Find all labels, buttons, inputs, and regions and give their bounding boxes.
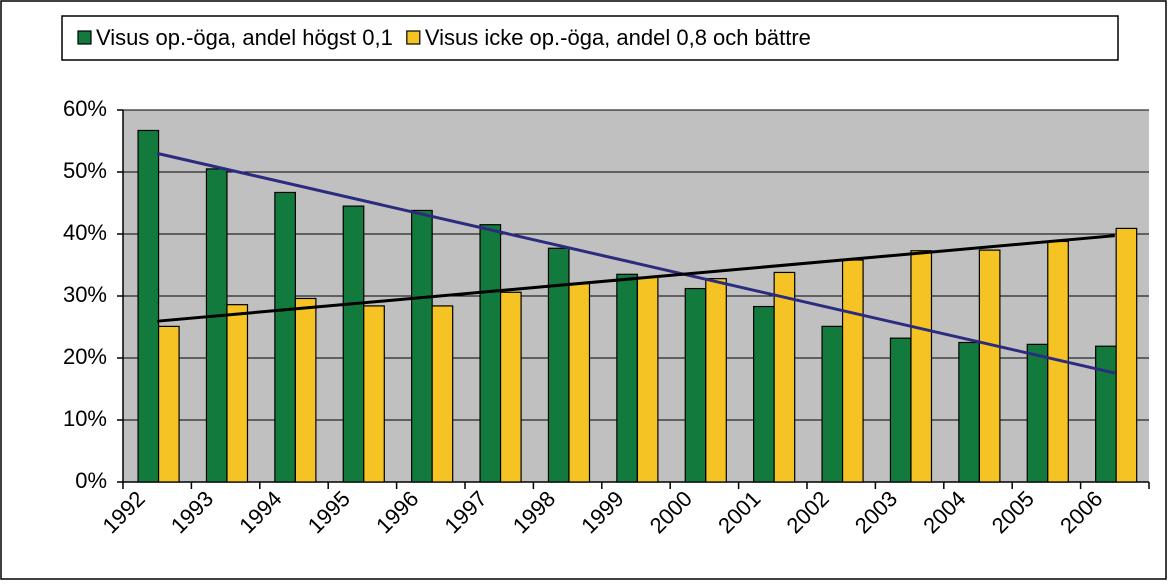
bar <box>753 305 775 483</box>
bar <box>205 168 228 483</box>
bar <box>821 325 844 483</box>
y-tick-label: 60% <box>63 96 107 121</box>
bar <box>773 271 796 483</box>
bar <box>1115 227 1138 483</box>
bar <box>1095 345 1117 483</box>
bar <box>958 341 980 483</box>
y-tick-label: 20% <box>63 344 107 369</box>
bar <box>978 249 1001 483</box>
y-tick-label: 10% <box>63 406 107 431</box>
bar <box>431 305 454 483</box>
bar <box>274 191 296 483</box>
bar <box>226 304 249 483</box>
y-tick-label: 0% <box>75 468 107 493</box>
bar <box>910 250 933 483</box>
legend-swatch <box>406 30 421 45</box>
y-tick-label: 40% <box>63 220 107 245</box>
bar <box>363 305 385 483</box>
legend-swatch <box>77 30 92 45</box>
trendline <box>156 151 1116 375</box>
bar <box>1026 343 1049 483</box>
bar <box>841 259 864 483</box>
bar <box>616 273 638 483</box>
legend <box>61 15 1119 61</box>
bar <box>411 209 433 483</box>
bar <box>889 337 912 483</box>
bar <box>684 287 707 483</box>
bar <box>479 224 502 483</box>
legend-box <box>61 15 1119 61</box>
legend-label: Visus op.-öga, andel högst 0,1 <box>96 25 393 50</box>
bar <box>636 276 659 483</box>
bar <box>342 205 365 483</box>
y-tick-label: 30% <box>63 282 107 307</box>
bar <box>499 291 522 483</box>
bar <box>294 297 317 483</box>
bar <box>157 325 180 483</box>
bar <box>137 129 160 483</box>
trendline <box>157 234 1115 323</box>
y-tick-label: 50% <box>63 158 107 183</box>
legend-label: Visus icke op.-öga, andel 0,8 och bättre <box>425 25 811 50</box>
bar <box>568 283 591 483</box>
bar <box>705 278 727 483</box>
